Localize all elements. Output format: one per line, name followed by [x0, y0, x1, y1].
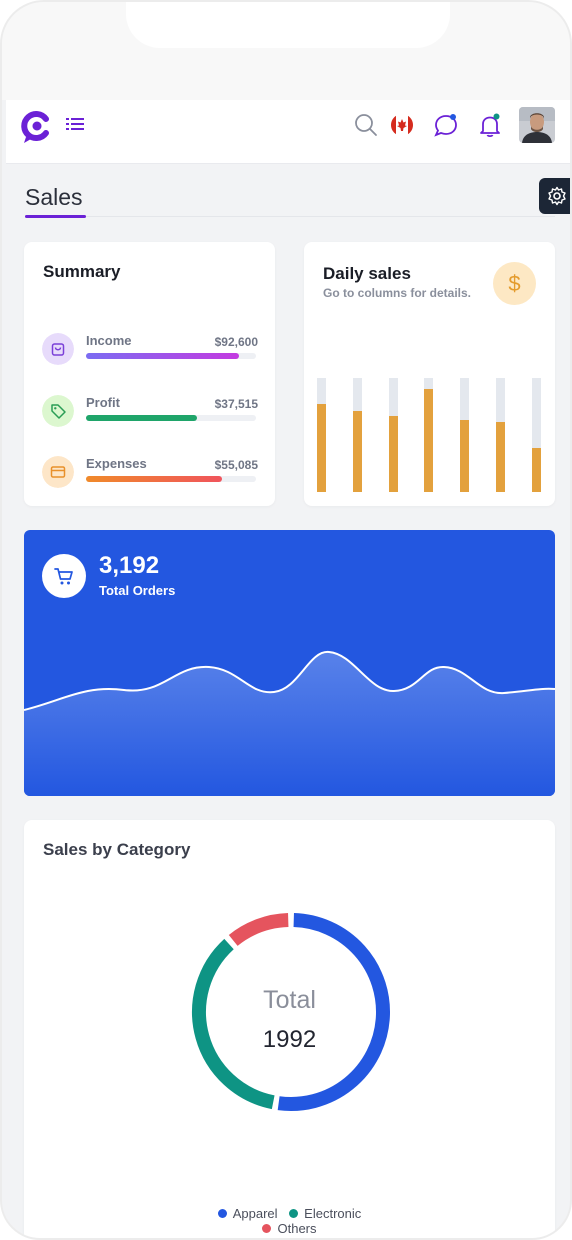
- daily-bar-track[interactable]: [388, 378, 398, 492]
- notch: [126, 2, 450, 48]
- category-title: Sales by Category: [43, 840, 191, 859]
- legend-label: Others: [277, 1221, 317, 1236]
- summary-value: $55,085: [214, 458, 258, 472]
- daily-bar-track[interactable]: [352, 378, 362, 492]
- bell-icon[interactable]: [477, 112, 503, 138]
- donut-slice-electronic[interactable]: [192, 938, 275, 1110]
- summary-progress-track: [86, 476, 256, 482]
- daily-bar-track[interactable]: [496, 378, 505, 492]
- dollar-icon: $: [493, 262, 536, 305]
- cart-icon: [42, 554, 86, 598]
- daily-bar: [460, 420, 470, 492]
- daily-bar: [388, 415, 398, 492]
- summary-progress-track: [86, 353, 256, 359]
- search-icon[interactable]: [353, 112, 379, 138]
- summary-progress-fill: [86, 476, 222, 482]
- legend-dot: [289, 1209, 299, 1218]
- avatar[interactable]: [519, 107, 555, 143]
- summary-value: $92,600: [214, 335, 258, 349]
- legend-label: Apparel: [232, 1206, 278, 1221]
- total-orders-card: 3,192 Total Orders: [24, 530, 555, 796]
- legend-second-row: Others: [24, 1221, 555, 1236]
- summary-card: Summary Income $92,600 Profit $37,515: [24, 242, 275, 506]
- daily-bar-track[interactable]: [531, 378, 541, 492]
- logo-icon[interactable]: [20, 109, 54, 143]
- title-underline: [25, 215, 86, 218]
- top-bar: [6, 100, 570, 164]
- daily-bar: [352, 411, 362, 492]
- summary-progress-fill: [86, 353, 239, 359]
- flag-canada-icon[interactable]: [389, 112, 415, 138]
- summary-label: Income: [86, 333, 132, 348]
- donut-center-value: 1992: [262, 1026, 317, 1053]
- bag-icon: [42, 333, 74, 365]
- chat-icon[interactable]: [433, 112, 459, 138]
- daily-bar-track[interactable]: [460, 378, 470, 492]
- status-bar: [2, 2, 570, 100]
- card-icon: [42, 456, 74, 488]
- daily-bar: [317, 404, 326, 492]
- daily-bar: [424, 389, 434, 492]
- daily-bar: [496, 422, 505, 492]
- daily-bar: [531, 447, 541, 492]
- orders-wave: [24, 650, 555, 796]
- orders-label: Total Orders: [99, 583, 176, 598]
- tag-icon: [42, 395, 74, 427]
- legend-item-others[interactable]: Others: [262, 1221, 317, 1236]
- donut-slice-apparel[interactable]: [277, 913, 390, 1111]
- daily-sales-card: Daily sales Go to columns for details. $: [304, 242, 555, 506]
- orders-count: 3,192: [99, 552, 160, 579]
- donut-slice-others[interactable]: [228, 913, 289, 947]
- summary-row-expenses: Expenses $55,085: [42, 456, 258, 490]
- daily-sales-subtitle: Go to columns for details.: [323, 286, 472, 300]
- legend-dot: [217, 1209, 227, 1218]
- settings-button[interactable]: [539, 178, 570, 214]
- legend-dot: [262, 1224, 272, 1233]
- sales-by-category-card: Sales by Category Total 1992 Apparel Ele…: [24, 820, 555, 1238]
- summary-title: Summary: [43, 262, 121, 281]
- legend: Apparel Electronic: [24, 1206, 555, 1221]
- summary-progress-fill: [86, 415, 197, 421]
- summary-row-profit: Profit $37,515: [42, 395, 258, 429]
- menu-icon[interactable]: [66, 116, 86, 132]
- summary-label: Expenses: [86, 456, 147, 471]
- legend-item-electronic[interactable]: Electronic: [289, 1206, 361, 1221]
- donut-center-label: Total: [263, 986, 316, 1014]
- summary-row-income: Income $92,600: [42, 333, 258, 367]
- page-title: Sales: [25, 184, 83, 210]
- legend-label: Electronic: [304, 1206, 362, 1221]
- legend-item-apparel[interactable]: Apparel: [217, 1206, 278, 1221]
- daily-bar-track[interactable]: [424, 378, 434, 492]
- summary-progress-track: [86, 415, 256, 421]
- donut-chart: [192, 913, 390, 1111]
- daily-bar-track[interactable]: [317, 378, 326, 492]
- title-divider: [25, 216, 555, 217]
- summary-value: $37,515: [214, 397, 258, 411]
- summary-label: Profit: [86, 395, 120, 410]
- daily-sales-title: Daily sales: [323, 264, 411, 283]
- gear-icon: [548, 186, 566, 206]
